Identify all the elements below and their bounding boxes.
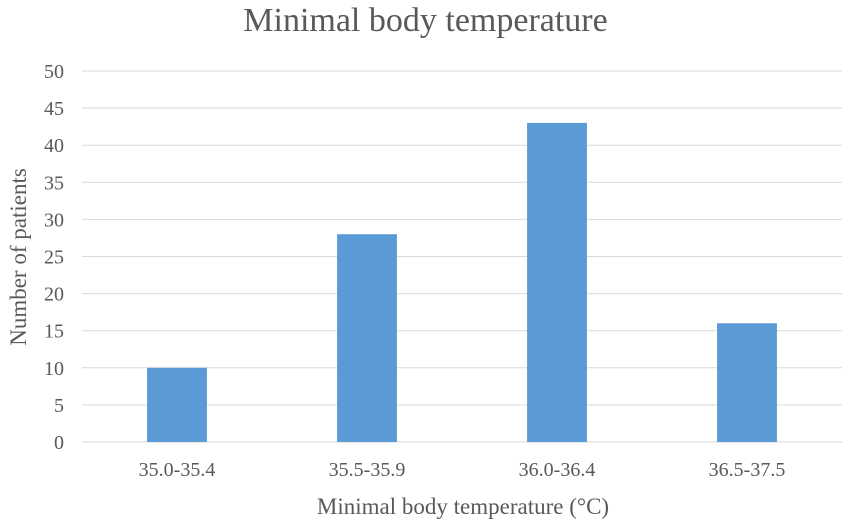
y-tick-label: 35 — [44, 172, 64, 194]
x-tick-label: 35.5-35.9 — [329, 459, 406, 481]
x-axis-ticks: 35.0-35.4 35.5-35.9 36.0-36.4 36.5-37.5 — [139, 459, 786, 481]
gridlines — [82, 70, 842, 443]
y-axis-label: Number of patients — [6, 168, 31, 346]
y-tick-label: 30 — [44, 209, 64, 231]
y-tick-label: 0 — [54, 432, 64, 454]
x-tick-label: 36.5-37.5 — [709, 459, 786, 481]
x-tick-label: 35.0-35.4 — [139, 459, 216, 481]
bar-36.0-36.4 — [527, 122, 587, 442]
y-tick-label: 50 — [44, 61, 64, 83]
y-tick-label: 15 — [44, 321, 64, 343]
y-tick-label: 5 — [54, 395, 64, 417]
y-tick-label: 45 — [44, 98, 64, 120]
y-tick-label: 25 — [44, 247, 64, 269]
bar-36.5-37.5 — [717, 323, 777, 442]
y-axis-ticks: 0 5 10 15 20 25 30 35 40 45 50 — [44, 61, 64, 454]
bars — [147, 122, 777, 442]
bar-35.0-35.4 — [147, 367, 207, 442]
y-tick-label: 10 — [44, 358, 64, 380]
x-tick-label: 36.0-36.4 — [519, 459, 596, 481]
x-axis-label: Minimal body temperature (°C) — [317, 494, 609, 519]
y-tick-label: 20 — [44, 284, 64, 306]
chart-title: Minimal body temperature — [243, 2, 608, 39]
bar-35.5-35.9 — [337, 234, 397, 442]
y-tick-label: 40 — [44, 135, 64, 157]
